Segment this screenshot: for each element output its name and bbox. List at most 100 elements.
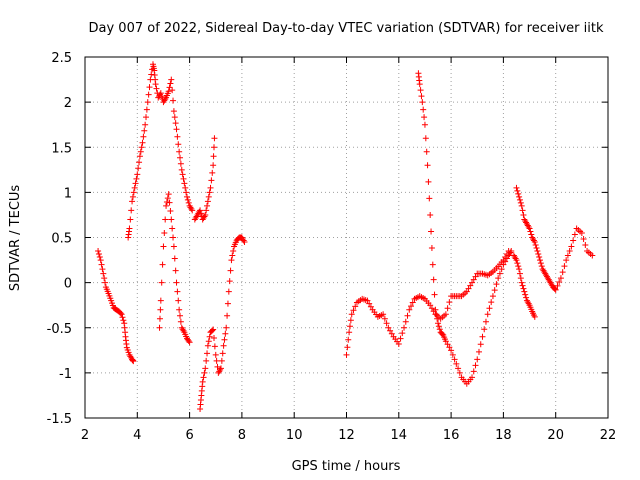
series-sat-track-a bbox=[95, 248, 137, 365]
data-point bbox=[516, 193, 523, 200]
data-point bbox=[209, 169, 216, 176]
data-point bbox=[427, 211, 434, 218]
data-point bbox=[201, 369, 208, 376]
data-point bbox=[409, 299, 416, 306]
data-point bbox=[219, 350, 226, 357]
data-point bbox=[381, 315, 388, 322]
data-point bbox=[117, 310, 124, 317]
data-point bbox=[136, 153, 143, 160]
data-point bbox=[218, 357, 225, 364]
data-point bbox=[526, 225, 533, 232]
data-point bbox=[220, 342, 227, 349]
y-axis-label: SDTVAR / TECUs bbox=[8, 185, 23, 292]
data-point bbox=[570, 237, 577, 244]
data-point bbox=[172, 120, 179, 127]
data-point bbox=[446, 299, 453, 306]
data-point bbox=[129, 198, 136, 205]
data-point bbox=[141, 127, 148, 134]
data-point bbox=[177, 312, 184, 319]
series-sat-track-d bbox=[191, 135, 218, 223]
data-point bbox=[145, 91, 152, 98]
x-tick-label: 16 bbox=[443, 428, 460, 443]
data-point bbox=[199, 378, 206, 385]
data-point bbox=[217, 365, 224, 372]
data-point bbox=[395, 340, 402, 347]
series-sat-track-e bbox=[197, 234, 248, 412]
data-point bbox=[212, 351, 219, 358]
data-point bbox=[388, 330, 395, 337]
data-point bbox=[143, 106, 150, 113]
data-point bbox=[153, 85, 160, 92]
data-point bbox=[421, 114, 428, 121]
data-point bbox=[203, 357, 210, 364]
x-tick-label: 20 bbox=[547, 428, 564, 443]
data-point bbox=[101, 275, 108, 282]
data-point bbox=[537, 260, 544, 267]
data-point bbox=[185, 199, 192, 206]
data-point bbox=[197, 210, 204, 217]
data-point bbox=[432, 306, 439, 313]
data-point bbox=[463, 288, 470, 295]
data-point bbox=[346, 329, 353, 336]
data-point bbox=[418, 93, 425, 100]
data-point bbox=[211, 144, 218, 151]
data-point bbox=[171, 114, 178, 121]
data-point bbox=[224, 300, 231, 307]
data-point bbox=[523, 294, 530, 301]
data-point bbox=[186, 339, 193, 346]
data-point bbox=[170, 108, 177, 115]
data-point bbox=[227, 267, 234, 274]
data-point bbox=[488, 299, 495, 306]
data-point bbox=[157, 297, 164, 304]
data-point bbox=[161, 229, 168, 236]
data-point bbox=[515, 263, 522, 270]
data-point bbox=[133, 175, 140, 182]
data-point bbox=[474, 356, 481, 363]
series-sat-track-b bbox=[125, 61, 196, 241]
data-point bbox=[536, 254, 543, 261]
data-point bbox=[532, 242, 539, 249]
data-point bbox=[446, 344, 453, 351]
data-point bbox=[435, 320, 442, 327]
data-point bbox=[99, 266, 106, 273]
data-point bbox=[519, 282, 526, 289]
data-point bbox=[348, 311, 355, 318]
data-point bbox=[175, 297, 182, 304]
data-point bbox=[518, 279, 525, 286]
data-point bbox=[202, 365, 209, 372]
data-point bbox=[399, 330, 406, 337]
data-point bbox=[206, 189, 213, 196]
data-point bbox=[484, 311, 491, 318]
data-point bbox=[404, 312, 411, 319]
data-point bbox=[224, 312, 231, 319]
x-tick-label: 22 bbox=[600, 428, 617, 443]
data-point bbox=[131, 184, 138, 191]
data-point bbox=[163, 202, 170, 209]
data-point bbox=[204, 198, 211, 205]
data-point bbox=[518, 202, 525, 209]
y-tick-label: -1 bbox=[59, 367, 72, 382]
data-point bbox=[402, 318, 409, 325]
data-point bbox=[222, 330, 229, 337]
data-point bbox=[178, 166, 185, 173]
data-point bbox=[428, 305, 435, 312]
data-point bbox=[429, 261, 436, 268]
data-point bbox=[397, 335, 404, 342]
data-point bbox=[516, 270, 523, 277]
data-point bbox=[444, 305, 451, 312]
data-point bbox=[491, 287, 498, 294]
data-point bbox=[221, 336, 228, 343]
data-point bbox=[516, 266, 523, 273]
data-point bbox=[98, 261, 105, 268]
data-point bbox=[346, 323, 353, 330]
data-point bbox=[100, 270, 107, 277]
data-point bbox=[241, 239, 248, 246]
data-point bbox=[424, 162, 431, 169]
data-point bbox=[179, 171, 186, 178]
data-point bbox=[439, 331, 446, 338]
data-point bbox=[500, 261, 507, 268]
x-tick-label: 2 bbox=[81, 428, 89, 443]
data-point bbox=[209, 327, 216, 334]
data-point bbox=[408, 303, 415, 310]
data-point bbox=[211, 343, 218, 350]
